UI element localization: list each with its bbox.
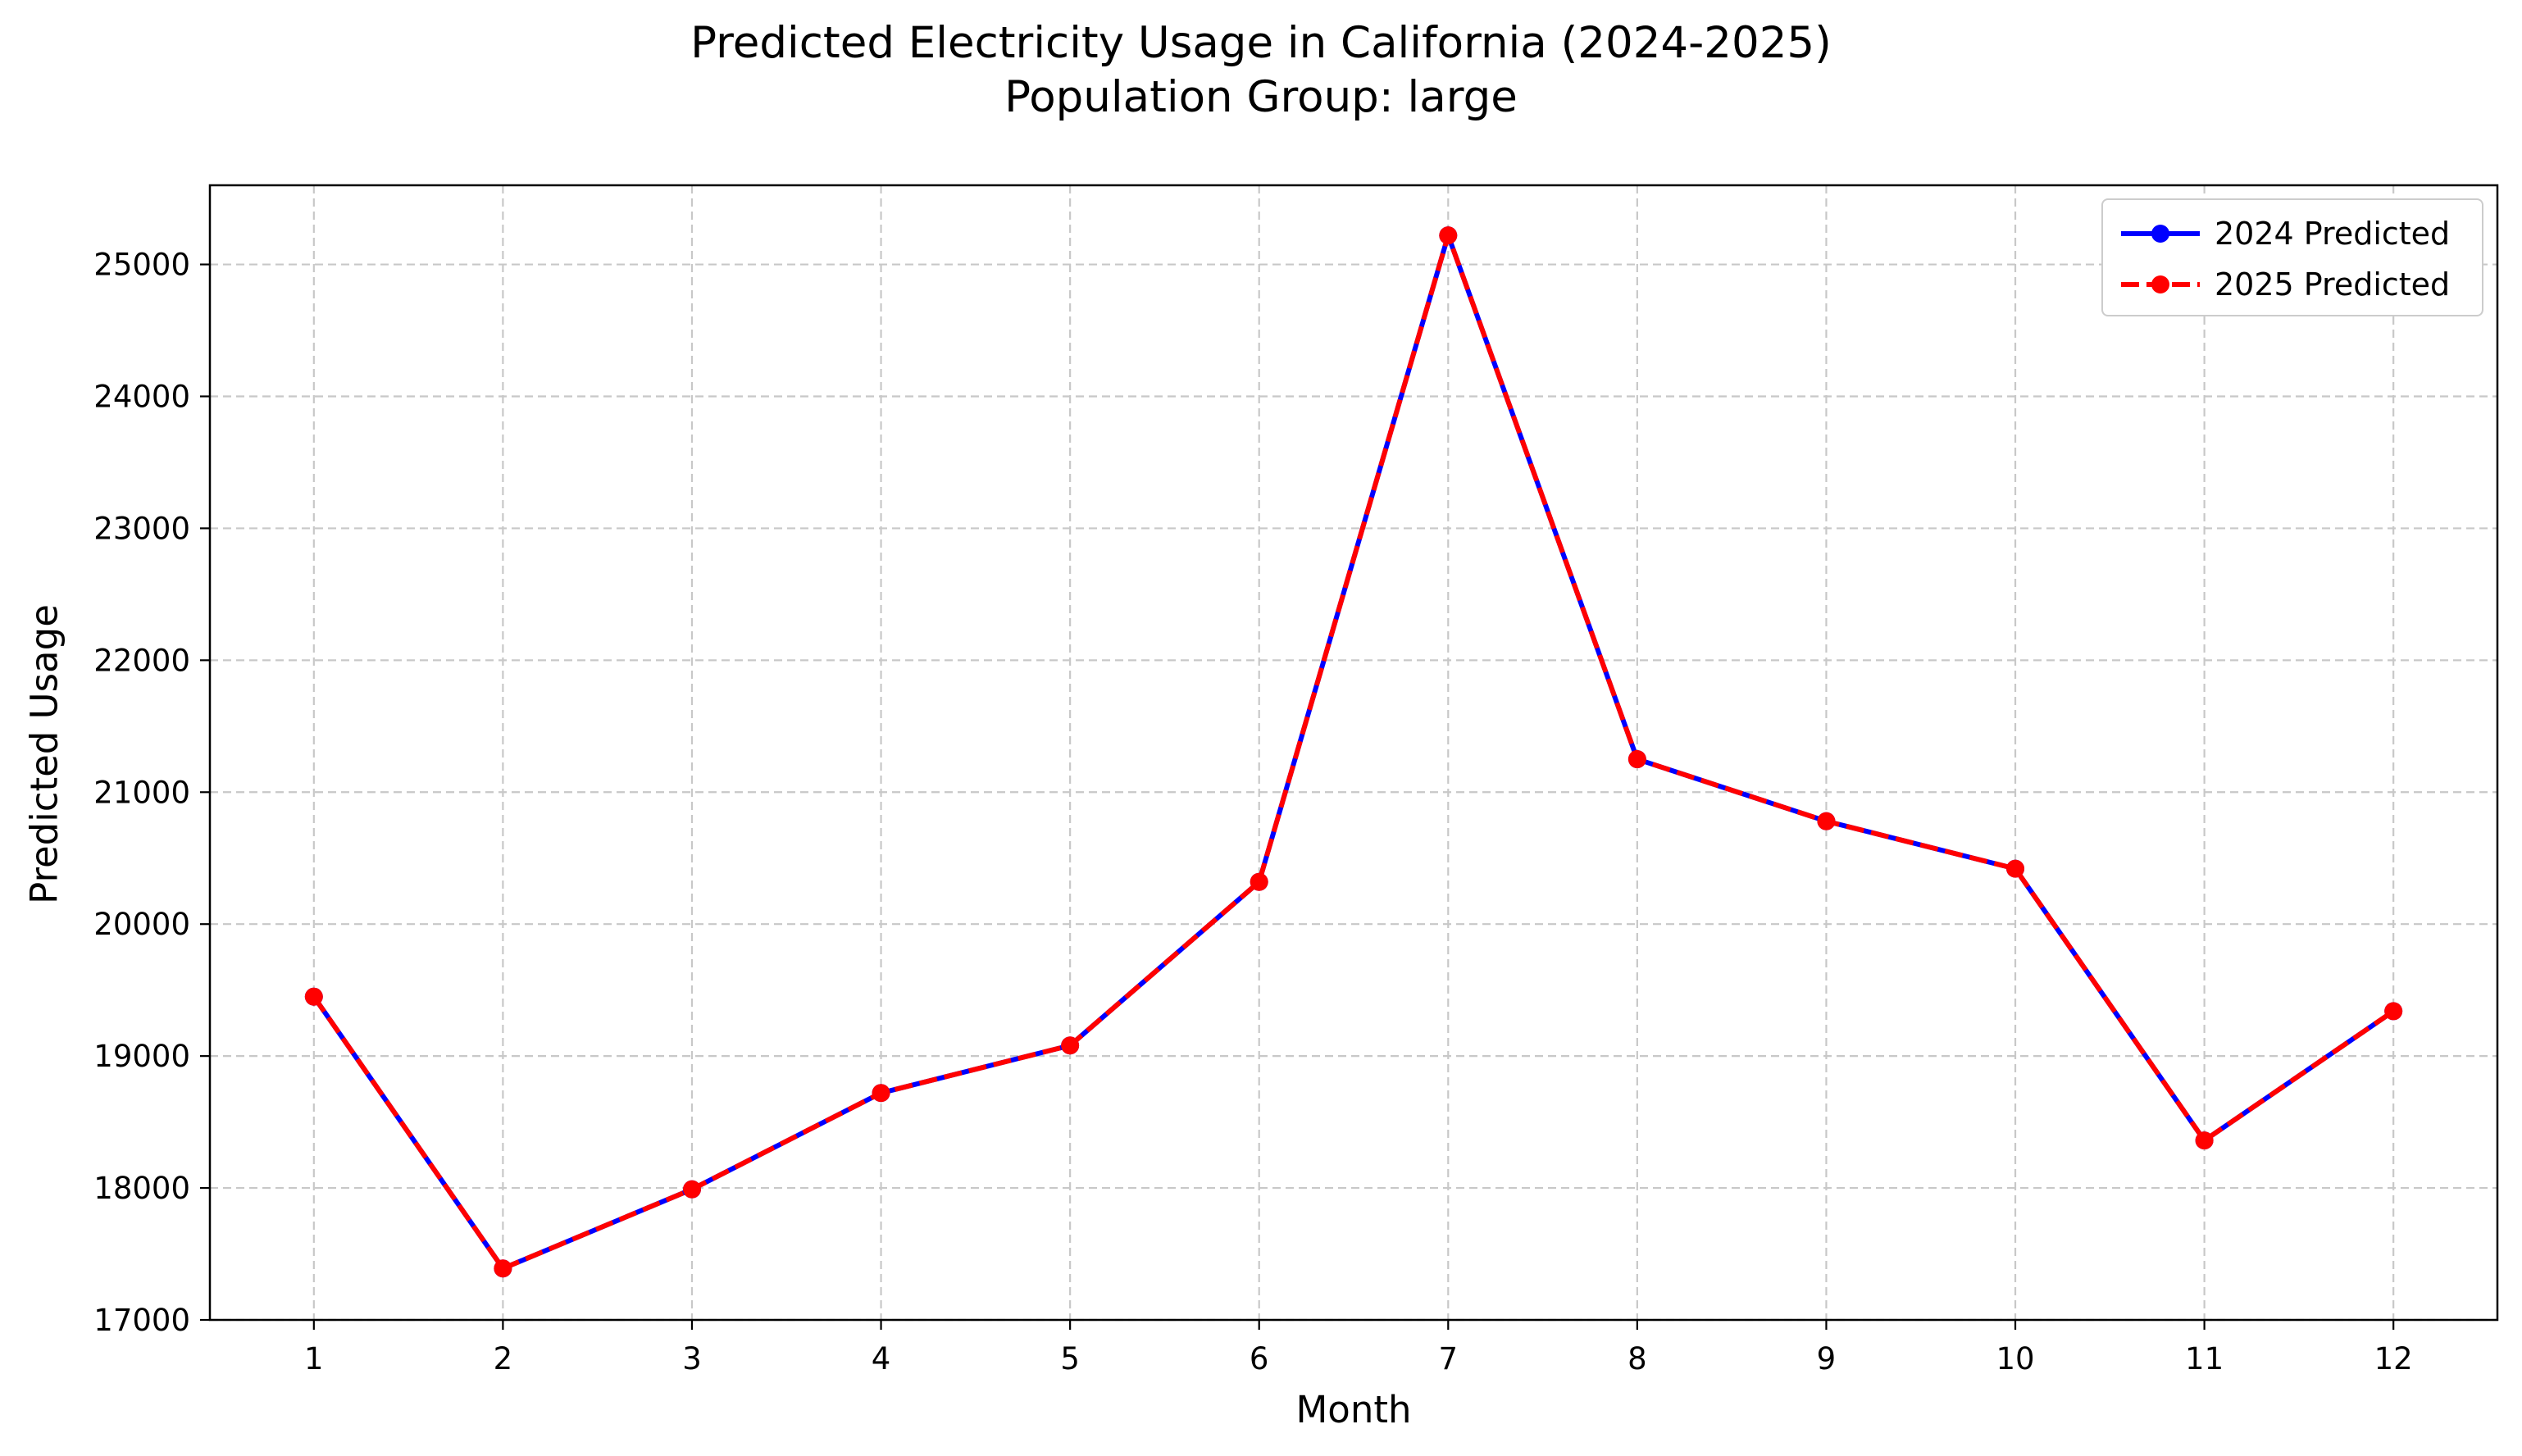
tick-layer: 17000 18000 19000 20000 21000 22000 23000 24000… [93, 248, 2412, 1376]
x-tick-label: 10 [1996, 1341, 2034, 1376]
data-point-2025 [304, 987, 323, 1006]
x-tick-label: 7 [1439, 1341, 1459, 1376]
grid-layer [210, 185, 2497, 1322]
data-point-2025 [2195, 1131, 2214, 1150]
y-tick-label: 22000 [93, 643, 190, 678]
legend-swatch-2024 [2121, 225, 2200, 243]
x-tick-label: 5 [1060, 1341, 1080, 1376]
chart-subtitle: Population Group: large [1004, 72, 1518, 122]
data-point-2025 [494, 1259, 512, 1278]
legend-label-2025: 2025 Predicted [2215, 266, 2451, 303]
x-tick-label: 12 [2374, 1341, 2413, 1376]
y-tick-label: 17000 [93, 1303, 190, 1338]
data-point-2025 [1439, 226, 1458, 245]
x-tick-label: 4 [872, 1341, 891, 1376]
x-tick-label: 2 [494, 1341, 513, 1376]
legend-label-2024: 2024 Predicted [2215, 216, 2451, 252]
data-point-2025 [1817, 812, 1836, 830]
data-point-2025 [872, 1084, 890, 1103]
x-tick-label: 8 [1627, 1341, 1647, 1376]
y-tick-label: 24000 [93, 379, 190, 414]
y-tick-label: 21000 [93, 775, 190, 810]
series-layer [304, 226, 2403, 1278]
y-tick-label: 20000 [93, 907, 190, 942]
x-tick-label: 11 [2185, 1341, 2224, 1376]
y-tick-label: 19000 [93, 1039, 190, 1074]
y-tick-label: 25000 [93, 248, 190, 283]
legend-swatch-2025 [2121, 275, 2200, 293]
data-point-2025 [1061, 1036, 1080, 1055]
series-line-2024 [312, 233, 2395, 1272]
legend-item-2025: 2025 Predicted [2103, 259, 2485, 310]
x-tick-label: 6 [1250, 1341, 1269, 1376]
legend: 2024 Predicted 2025 Predicted [2101, 198, 2483, 316]
data-point-2025 [2384, 1002, 2403, 1021]
x-tick-label: 3 [682, 1341, 702, 1376]
x-tick-label: 1 [304, 1341, 324, 1376]
plot-frame [208, 184, 2499, 1322]
data-point-2025 [1250, 872, 1268, 891]
data-point-2025 [1627, 750, 1646, 769]
series-line-2025 [312, 233, 2395, 1272]
y-axis-label: Predicted Usage [22, 604, 66, 904]
legend-item-2024: 2024 Predicted [2103, 208, 2485, 259]
data-point-2025 [2006, 859, 2025, 878]
y-tick-label: 23000 [93, 511, 190, 546]
x-axis-label: Month [1295, 1388, 1412, 1431]
x-tick-label: 9 [1817, 1341, 1837, 1376]
y-tick-label: 18000 [93, 1171, 190, 1206]
data-point-2025 [682, 1180, 701, 1199]
chart-title: Predicted Electricity Usage in Californi… [690, 18, 1832, 68]
